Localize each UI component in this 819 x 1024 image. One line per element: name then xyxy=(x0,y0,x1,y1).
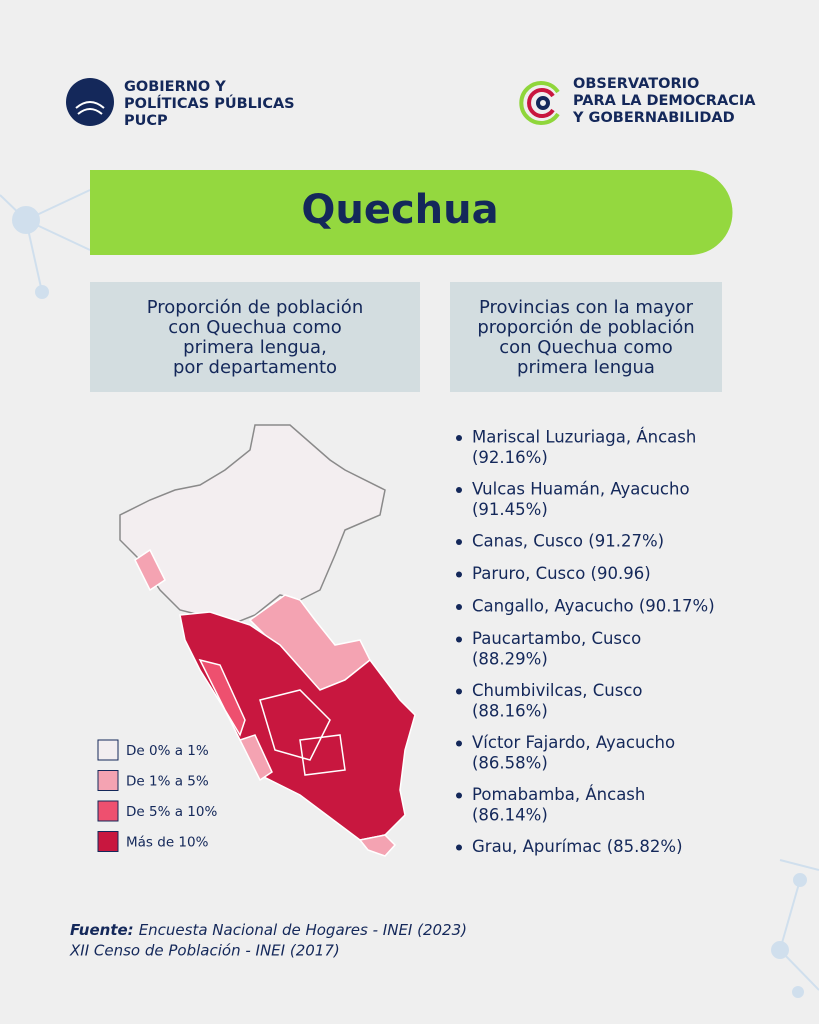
logo-text: OBSERVATORIO xyxy=(573,76,699,92)
list-item: Cangallo, Ayacucho (90.17%) xyxy=(472,597,715,616)
bullet xyxy=(456,844,462,851)
list-item: Canas, Cusco (91.27%) xyxy=(472,532,664,551)
legend-swatch xyxy=(97,800,119,822)
list-item: (88.29%) xyxy=(472,650,548,669)
list-item: (86.58%) xyxy=(472,754,548,773)
bullet xyxy=(456,539,462,545)
bullet xyxy=(456,792,462,799)
region-mid xyxy=(358,834,397,857)
legend-swatch xyxy=(97,831,119,852)
legend-label: De 5% a 10% xyxy=(126,804,217,820)
heading-line: primera lengua xyxy=(517,357,655,378)
map xyxy=(119,424,416,857)
legend: De 0% a 1% De 1% a 5% De 5% a 10% Más de 10… xyxy=(97,739,217,852)
logo-text: PARA LA DEMOCRACIA xyxy=(573,93,756,109)
heading-line: con Quechua como xyxy=(499,337,673,358)
region-mid xyxy=(134,548,166,592)
legend-label: De 0% a 1% xyxy=(126,743,209,759)
bullet xyxy=(456,604,462,610)
title-banner xyxy=(90,170,733,255)
bullet xyxy=(456,688,462,695)
legend-label: Más de 10% xyxy=(126,835,209,851)
list-item: (91.45%) xyxy=(472,500,548,519)
bullet xyxy=(456,636,462,643)
legend-label: De 1% a 5% xyxy=(126,774,209,790)
list-item: (86.14%) xyxy=(472,806,548,825)
source: Fuente: Encuesta Nacional de Hogares - IN… xyxy=(69,921,467,960)
logo-text: Y GOBERNABILIDAD xyxy=(572,110,735,126)
legend-swatch xyxy=(97,770,119,791)
list-item: (92.16%) xyxy=(472,448,548,467)
decoration xyxy=(0,189,819,998)
source-label: Fuente: xyxy=(70,921,134,939)
list-item: Paruro, Cusco (90.96) xyxy=(472,564,651,583)
heading-line: primera lengua, xyxy=(183,337,327,358)
region-mid-high xyxy=(198,658,246,737)
list-item: Mariscal Luzuriaga, Áncash xyxy=(472,428,696,447)
region-mid xyxy=(238,734,273,782)
list-item: (88.16%) xyxy=(472,702,548,721)
list-item: Grau, Apurímac (85.82%) xyxy=(472,837,683,856)
bullet xyxy=(456,435,462,441)
source-line: Fuente: Encuesta Nacional de Hogares - IN… xyxy=(70,921,467,939)
bullet xyxy=(456,571,462,578)
heading-line: con Quechua como xyxy=(168,317,342,338)
list-item: Víctor Fajardo, Ayacucho xyxy=(472,733,675,752)
title: Quechua xyxy=(301,187,498,233)
logo-text: GOBIERNO Y xyxy=(124,79,226,95)
odg-logo-mark xyxy=(519,81,560,125)
province-list: Mariscal Luzuriaga, Áncash(92.16%) Vulcas… xyxy=(456,428,715,856)
region-high xyxy=(179,611,416,841)
bullet xyxy=(456,740,462,747)
region-borders xyxy=(259,689,346,776)
list-item: Chumbivilcas, Cusco xyxy=(472,681,643,700)
source-line: XII Censo de Población - INEI (2017) xyxy=(69,942,340,960)
list-item: Vulcas Huamán, Ayacucho xyxy=(472,480,690,499)
pucp-logo-wave xyxy=(75,101,105,115)
logo-text: PUCP xyxy=(124,113,168,129)
legend-swatch xyxy=(97,739,119,761)
logo-text: POLÍTICAS PÚBLICAS xyxy=(124,94,295,112)
heading-line: Provincias con la mayor xyxy=(479,297,694,318)
heading-line: por departamento xyxy=(173,357,337,378)
list-item: Paucartambo, Cusco xyxy=(472,629,641,648)
list-item: Pomabamba, Áncash xyxy=(472,785,645,804)
right-panel xyxy=(450,282,722,392)
heading-line: Proporción de población xyxy=(147,297,363,318)
left-panel xyxy=(90,282,420,392)
heading-line: proporción de población xyxy=(477,317,694,338)
bullet xyxy=(456,487,462,493)
source-text: Encuesta Nacional de Hogares - INEI (202… xyxy=(139,921,467,939)
